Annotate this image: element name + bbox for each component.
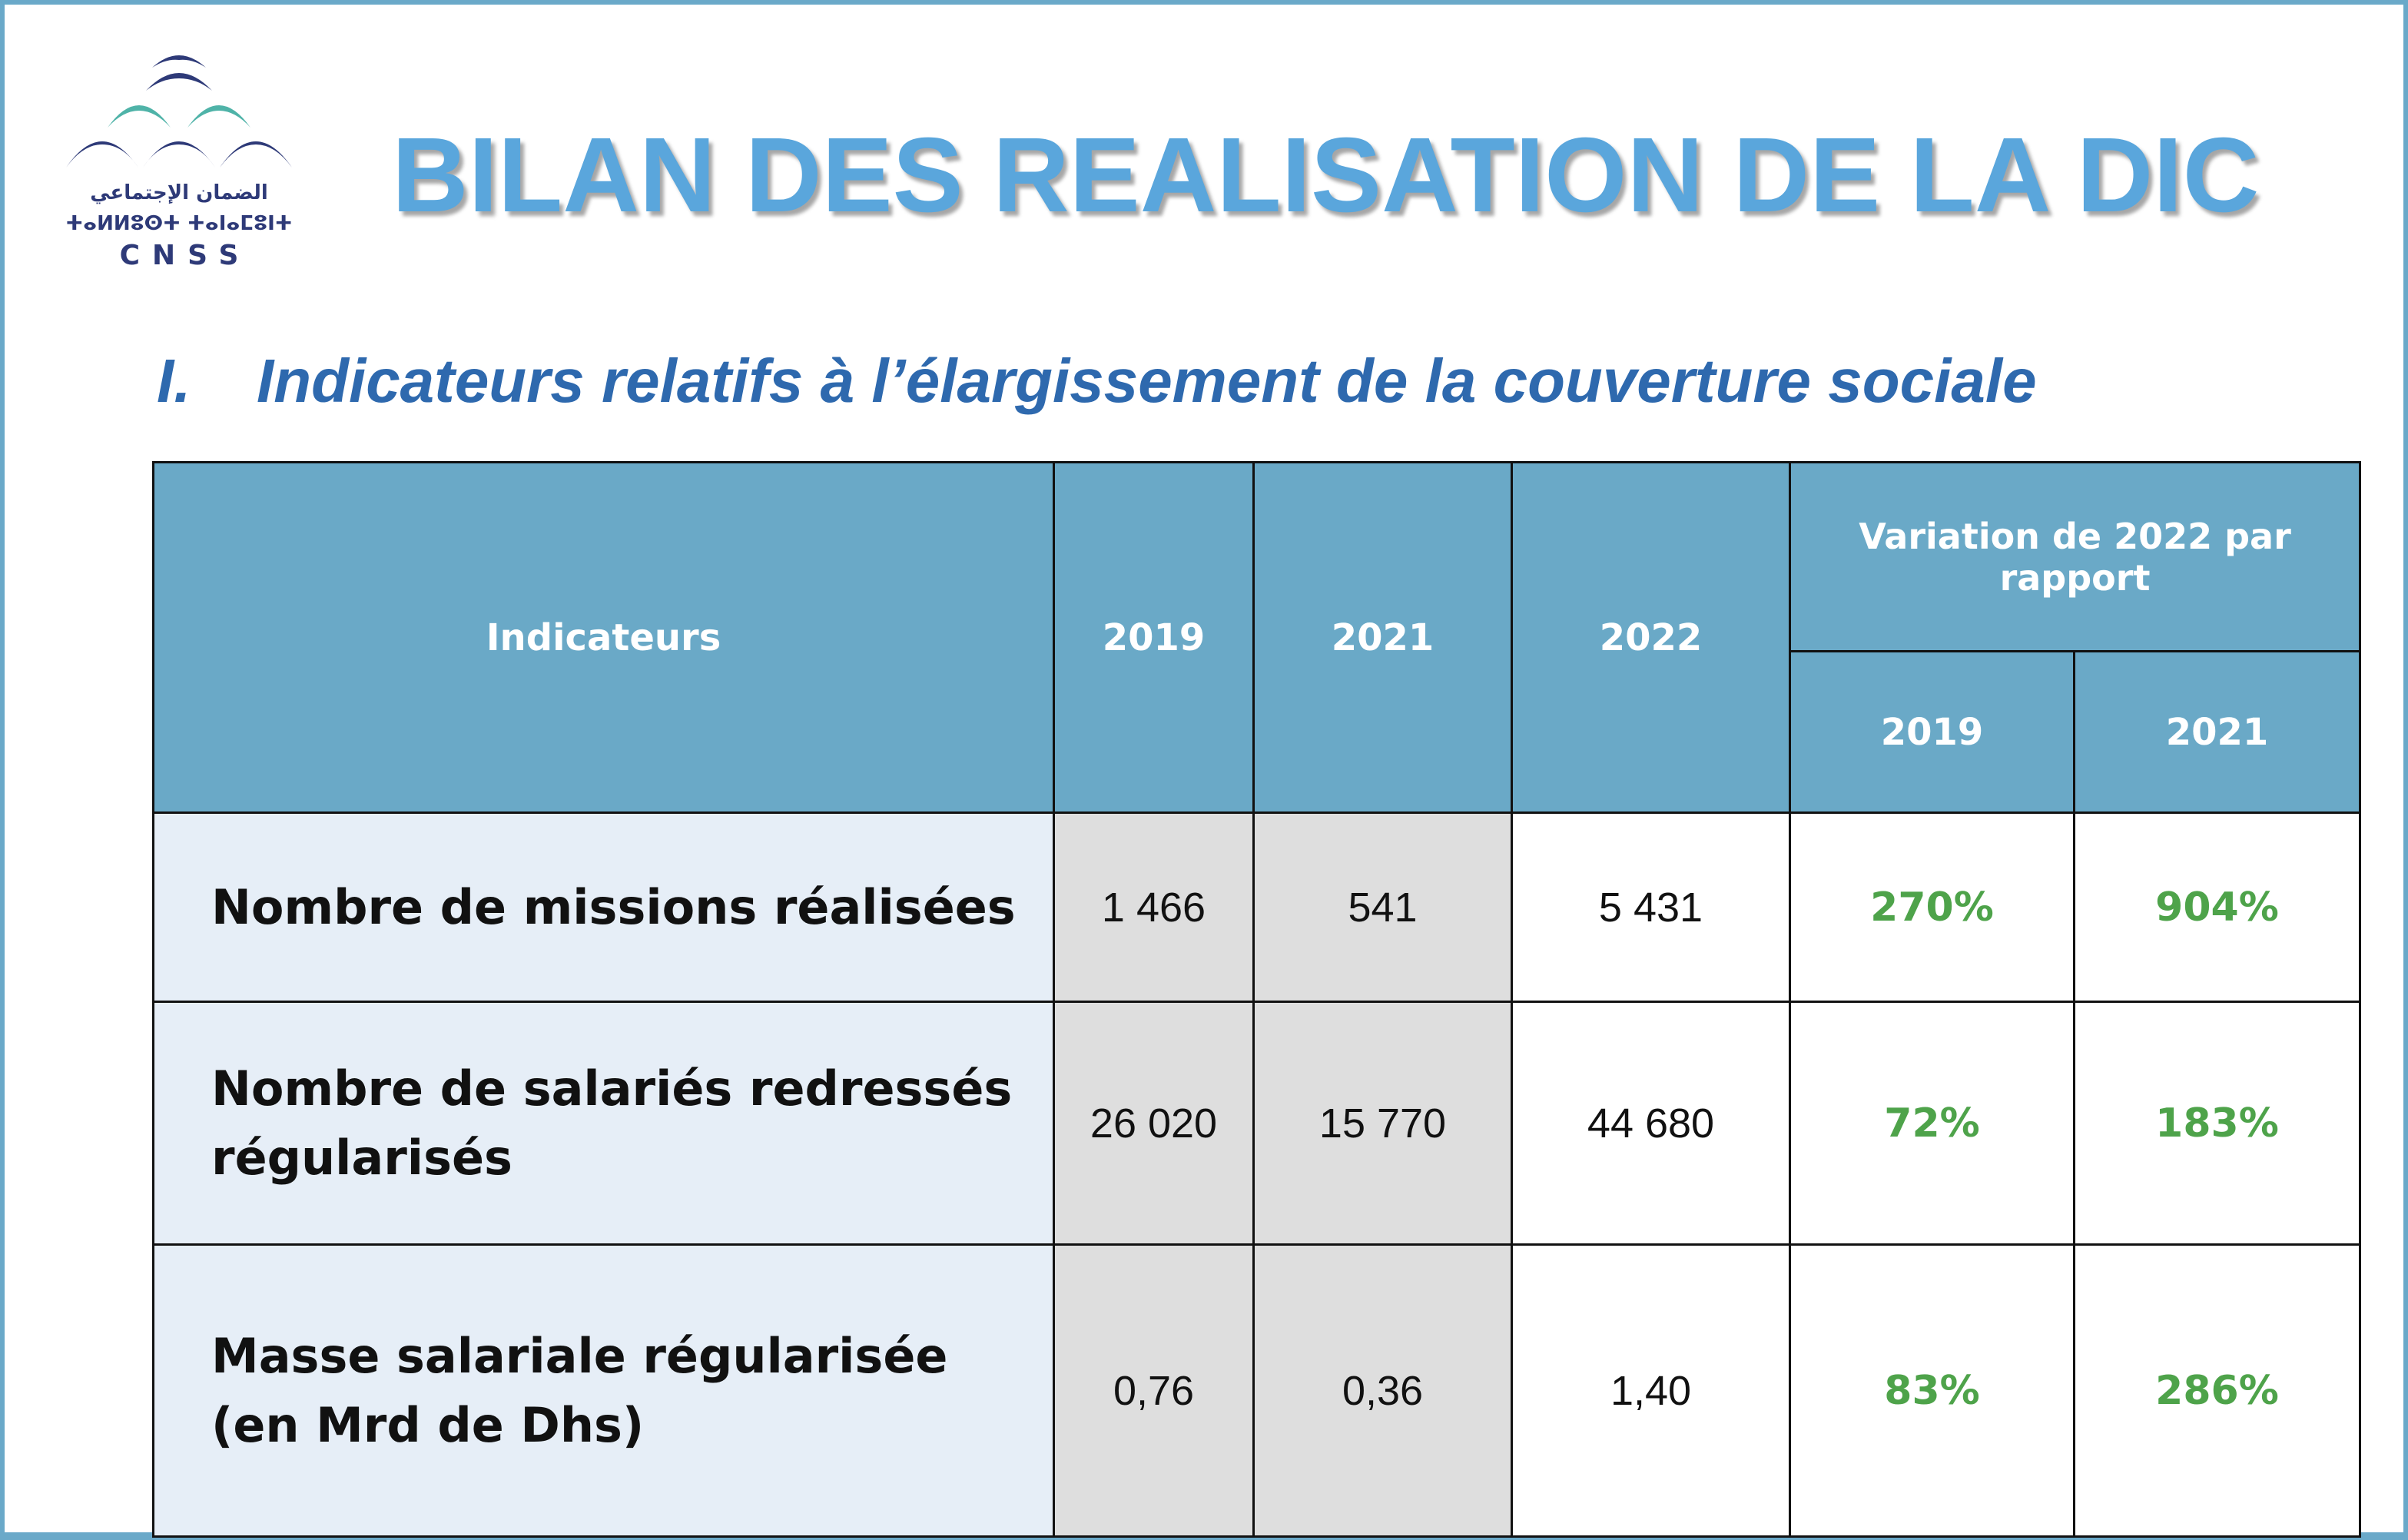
logo-arabic-text: الضمان الإجتماعي xyxy=(90,181,268,204)
row-label-line2: régularisés xyxy=(211,1129,512,1186)
table-row: Nombre de salariés redressés régularisés… xyxy=(152,1001,2362,1246)
row-label: Nombre de salariés redressés régularisés xyxy=(152,1001,1055,1246)
cnss-arches-icon xyxy=(66,55,292,168)
cell-variation-2019: 270% xyxy=(1789,811,2075,1003)
section-title-text: Indicateurs relatifs à l’élargissement d… xyxy=(257,347,2037,415)
cell-2022: 5 431 xyxy=(1511,811,1791,1003)
header-2021: 2021 xyxy=(1252,461,1513,814)
cell-2021: 0,36 xyxy=(1252,1243,1513,1538)
row-label-line1: Masse salariale régularisée xyxy=(211,1327,948,1384)
header-indicateurs: Indicateurs xyxy=(152,461,1055,814)
cell-2019: 0,76 xyxy=(1053,1243,1255,1538)
row-label: Nombre de missions réalisées xyxy=(152,811,1055,1003)
header-variation-2019: 2019 xyxy=(1789,650,2075,814)
cell-variation-2021: 286% xyxy=(2072,1243,2362,1538)
cell-2019: 26 020 xyxy=(1053,1001,1255,1246)
table-header-row: Indicateurs 2019 2021 2022 Variation de … xyxy=(152,461,2362,814)
cell-2022: 1,40 xyxy=(1511,1243,1791,1538)
section-title: I. Indicateurs relatifs à l’élargissement… xyxy=(157,344,2231,418)
header-variation: Variation de 2022 par rapport xyxy=(1788,461,2362,652)
table-row: Masse salariale régularisée (en Mrd de D… xyxy=(152,1243,2362,1538)
table-subheader-row: 2019 2021 xyxy=(154,650,2362,814)
header-2019: 2019 xyxy=(1053,461,1255,814)
cell-variation-2019: 83% xyxy=(1789,1243,2075,1538)
cell-variation-2021: 183% xyxy=(2072,1001,2362,1246)
indicators-table: Indicateurs 2019 2021 2022 Variation de … xyxy=(152,461,2362,1538)
page-title: BILAN DES REALISATION DE LA DIC xyxy=(392,116,2260,234)
logo-acronym: CNSS xyxy=(119,240,251,271)
cell-variation-2021: 904% xyxy=(2072,811,2362,1003)
section-number: I. xyxy=(157,347,191,415)
row-label: Masse salariale régularisée (en Mrd de D… xyxy=(152,1243,1055,1538)
logo-tifinagh-text: ⵜⴰⵍⵍⵓⵙⵜ ⵜⴰⵏⴰⵎⵓⵏⵜ xyxy=(65,212,293,235)
header-variation-2021: 2021 xyxy=(2072,650,2362,814)
table-row: Nombre de missions réalisées 1 466 541 5… xyxy=(152,811,2362,1003)
row-label-line1: Nombre de salariés redressés xyxy=(211,1060,1013,1117)
row-label-line2: (en Mrd de Dhs) xyxy=(211,1396,645,1453)
cell-2021: 541 xyxy=(1252,811,1513,1003)
cell-2022: 44 680 xyxy=(1511,1001,1791,1246)
row-label-line1: Nombre de missions réalisées xyxy=(211,878,1016,935)
cnss-logo: الضمان الإجتماعي ⵜⴰⵍⵍⵓⵙⵜ ⵜⴰⵏⴰⵎⵓⵏⵜ CNSS xyxy=(60,45,298,275)
cell-2019: 1 466 xyxy=(1053,811,1255,1003)
header-2022: 2022 xyxy=(1511,461,1791,814)
cell-variation-2019: 72% xyxy=(1789,1001,2075,1246)
cell-2021: 15 770 xyxy=(1252,1001,1513,1246)
